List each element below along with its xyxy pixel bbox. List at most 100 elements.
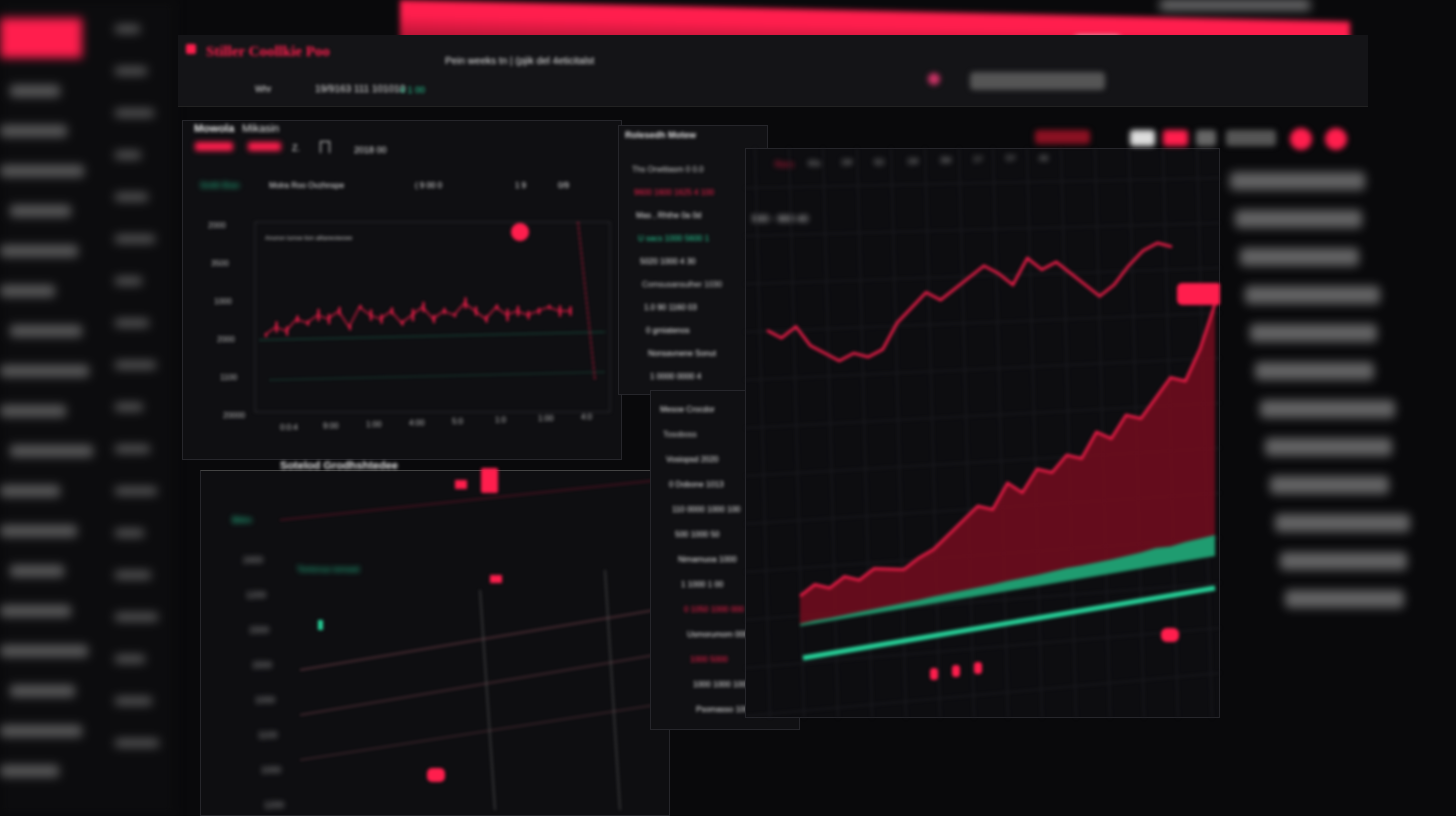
- order-row[interactable]: 1 1000 1 00: [681, 580, 724, 589]
- y-tick-label: 2000: [217, 335, 235, 344]
- order-row[interactable]: 9600 1600 1625 4 100: [634, 188, 715, 197]
- buy-button[interactable]: Buy: [195, 142, 233, 151]
- order-row[interactable]: 500 1000 50: [675, 530, 720, 539]
- watchlist-item[interactable]: [1270, 476, 1389, 494]
- toolbar-button[interactable]: [1130, 130, 1155, 146]
- timeframe-tab[interactable]: 1M: [907, 156, 919, 166]
- app-title: Stiller Coollkie Poo: [206, 44, 330, 60]
- marker[interactable]: [952, 665, 960, 677]
- timeframe-tab[interactable]: 5Y: [1006, 154, 1016, 164]
- order-row[interactable]: 1000 1000 1000: [693, 680, 751, 689]
- order-row[interactable]: 0 1050 1000 000: [684, 605, 745, 614]
- sub-label: Whr: [255, 84, 272, 94]
- order-row[interactable]: Mesoe Crocdor: [660, 405, 715, 414]
- sidebar-item-meta: [115, 361, 156, 369]
- profile-icon[interactable]: [1325, 128, 1347, 150]
- tab-1[interactable]: Mowola: [194, 123, 235, 135]
- order-row[interactable]: Nimamuoa 1000: [678, 555, 737, 564]
- tab-2[interactable]: Mikasin: [242, 123, 280, 135]
- bottom-chart: [280, 480, 661, 810]
- toolbar-red-button[interactable]: [1035, 130, 1090, 144]
- sidebar: [0, 0, 175, 816]
- bottom-left-panel: [200, 470, 670, 816]
- order-row[interactable]: Nonsavnene Sonut: [648, 349, 717, 358]
- sidebar-item[interactable]: [0, 365, 89, 377]
- sidebar-item[interactable]: [10, 445, 93, 457]
- order-row[interactable]: Vosiopsd 2020: [666, 455, 719, 464]
- timeframe-tab[interactable]: 3M: [940, 156, 952, 165]
- timeframe-tab[interactable]: 1Y: [973, 155, 983, 165]
- sidebar-item-meta: [115, 403, 143, 411]
- sidebar-item[interactable]: [0, 245, 78, 257]
- sidebar-item-meta: [115, 613, 158, 621]
- sidebar-item[interactable]: [0, 125, 67, 137]
- sidebar-item[interactable]: [10, 565, 64, 577]
- sidebar-item[interactable]: [0, 725, 82, 737]
- order-row[interactable]: U sacs 1000 5600 1: [638, 234, 710, 243]
- watchlist-item[interactable]: [1235, 210, 1362, 228]
- y-tick-label: 1000: [261, 765, 282, 775]
- watchlist-item[interactable]: [1275, 514, 1410, 532]
- sidebar-item[interactable]: [10, 205, 71, 217]
- export-icon[interactable]: [320, 141, 330, 153]
- alert-icon[interactable]: [1290, 128, 1312, 150]
- watchlist-item[interactable]: [1245, 286, 1380, 304]
- marker[interactable]: [1161, 628, 1179, 642]
- grid-line: [958, 148, 975, 718]
- sidebar-item[interactable]: [0, 525, 77, 537]
- chart-title: Anunsn tunsw tion alltaneoiwoee: [265, 236, 353, 242]
- sidebar-item[interactable]: [0, 485, 60, 497]
- watchlist-item[interactable]: [1230, 172, 1365, 190]
- watchlist-item[interactable]: [1285, 590, 1404, 608]
- sidebar-item[interactable]: [0, 605, 71, 617]
- sidebar-item[interactable]: [0, 405, 66, 417]
- order-row[interactable]: Usmorumom 000: [687, 630, 749, 639]
- sell-button[interactable]: Sell: [248, 142, 281, 151]
- marker[interactable]: [930, 668, 938, 680]
- order-row[interactable]: Mas , Rhthe 0a 0d: [636, 211, 702, 220]
- watchlist-item[interactable]: [1260, 400, 1395, 418]
- marker[interactable]: [974, 662, 982, 674]
- timeframe-tab[interactable]: 5D: [874, 157, 885, 167]
- notification-icon[interactable]: [928, 73, 940, 85]
- order-row[interactable]: 110 0000 1000 100: [672, 505, 741, 514]
- watchlist-item[interactable]: [1255, 362, 1374, 380]
- order-row[interactable]: Tosoboss: [663, 430, 697, 439]
- sidebar-item[interactable]: [10, 325, 82, 337]
- watchlist-item[interactable]: [1265, 438, 1392, 456]
- sidebar-item[interactable]: [10, 85, 60, 97]
- candle: [265, 333, 267, 337]
- toolbar-button-active[interactable]: [1163, 130, 1188, 146]
- sidebar-item[interactable]: [0, 645, 88, 657]
- sidebar-item-meta: [115, 277, 142, 285]
- timeframe-tab[interactable]: Runs: [775, 160, 794, 169]
- order-row[interactable]: Psomasso 1000 70: [696, 705, 765, 714]
- order-row[interactable]: 1.0 90 1160 03: [644, 303, 697, 312]
- grid-line: [992, 148, 1009, 718]
- sidebar-item-meta: [115, 67, 147, 75]
- sidebar-item[interactable]: [0, 165, 84, 177]
- timeframe-tab[interactable]: All: [1039, 153, 1048, 163]
- sidebar-item[interactable]: [10, 685, 75, 697]
- bottom-red-button[interactable]: [481, 468, 498, 493]
- timeframe-tab[interactable]: 1M: [841, 158, 853, 168]
- sidebar-item[interactable]: [0, 285, 55, 297]
- order-row[interactable]: 1 0000 0000 4: [650, 372, 702, 381]
- order-row[interactable]: 5020 1000 4 30: [640, 257, 696, 266]
- timeframe-tab[interactable]: 60s: [808, 159, 821, 169]
- order-row[interactable]: 0 gmiatenos: [646, 326, 690, 335]
- sidebar-active-item[interactable]: [0, 18, 82, 58]
- toolbar-button[interactable]: [1196, 130, 1216, 146]
- toolbar-button[interactable]: [1226, 130, 1276, 146]
- sidebar-item[interactable]: [0, 765, 59, 777]
- watchlist-item[interactable]: [1250, 324, 1377, 342]
- live-marker: [511, 223, 529, 241]
- search-input[interactable]: [970, 72, 1105, 90]
- order-row[interactable]: Comsusansulher 1030: [642, 280, 723, 289]
- watchlist-item[interactable]: [1240, 248, 1359, 266]
- order-row[interactable]: Ths Orwtitasm 0 0.0: [632, 165, 704, 174]
- grid-line: [745, 312, 1220, 333]
- order-row[interactable]: 0 Dobone 1013: [669, 480, 724, 489]
- order-row[interactable]: 1000 5000: [690, 655, 728, 664]
- watchlist-item[interactable]: [1280, 552, 1407, 570]
